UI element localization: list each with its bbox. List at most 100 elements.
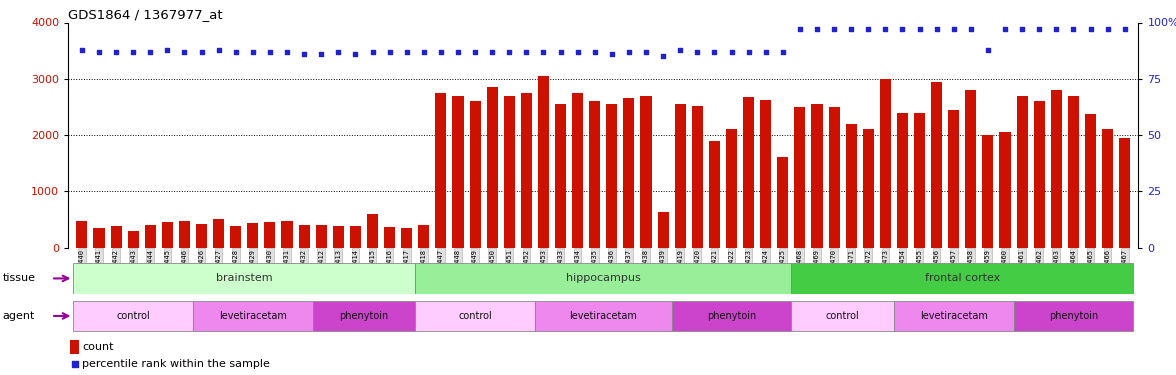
Point — [704, 49, 723, 55]
Bar — [1050, 90, 1062, 248]
Text: phenytoin: phenytoin — [707, 311, 756, 321]
Bar — [213, 219, 225, 248]
Point — [636, 49, 655, 55]
Point — [329, 49, 348, 55]
Point — [808, 26, 827, 32]
Bar — [535, 301, 671, 331]
Bar — [93, 228, 105, 248]
Text: phenytoin: phenytoin — [1049, 311, 1098, 321]
Bar — [589, 101, 600, 248]
Bar — [982, 135, 994, 248]
Text: tissue: tissue — [2, 273, 35, 284]
Point — [397, 49, 416, 55]
Bar — [1085, 114, 1096, 248]
Point — [944, 26, 963, 32]
Point — [962, 26, 981, 32]
Bar — [1014, 301, 1134, 331]
Bar — [1000, 132, 1010, 248]
Bar — [1016, 96, 1028, 248]
Point — [722, 49, 741, 55]
Bar — [385, 226, 395, 248]
Point — [910, 26, 929, 32]
Bar — [299, 225, 309, 248]
Bar — [315, 225, 327, 248]
Bar — [657, 211, 669, 248]
Bar — [367, 214, 377, 248]
Point — [688, 49, 707, 55]
Bar — [675, 104, 686, 248]
Point — [1098, 26, 1117, 32]
Point — [740, 49, 759, 55]
Point — [824, 26, 843, 32]
Text: control: control — [459, 311, 492, 321]
Bar — [521, 93, 532, 248]
Point — [1047, 26, 1065, 32]
Text: phenytoin: phenytoin — [340, 311, 388, 321]
Bar — [265, 222, 275, 248]
Bar — [247, 224, 259, 248]
Bar — [111, 226, 121, 248]
Text: agent: agent — [2, 311, 35, 321]
Bar — [1120, 138, 1130, 248]
Point — [500, 49, 519, 55]
Bar — [179, 220, 191, 248]
Bar — [607, 104, 617, 248]
Point — [346, 51, 365, 57]
Point — [175, 49, 194, 55]
Text: levetiracetam: levetiracetam — [569, 311, 637, 321]
Point — [876, 26, 895, 32]
Bar — [128, 231, 139, 248]
Point — [978, 46, 997, 53]
Point — [192, 49, 211, 55]
Bar — [948, 110, 960, 248]
Bar — [709, 141, 720, 248]
Point — [670, 46, 689, 53]
Text: count: count — [82, 342, 114, 352]
Text: percentile rank within the sample: percentile rank within the sample — [82, 359, 270, 369]
Point — [620, 49, 639, 55]
Point — [654, 53, 673, 59]
Point — [774, 49, 793, 55]
Bar — [555, 104, 566, 248]
Text: hippocampus: hippocampus — [566, 273, 641, 284]
Bar — [415, 301, 535, 331]
Bar — [193, 301, 313, 331]
Bar — [777, 157, 788, 248]
Point — [858, 26, 877, 32]
Bar — [415, 263, 791, 294]
Bar — [419, 225, 429, 248]
Point — [158, 46, 176, 53]
Point — [278, 49, 296, 55]
Point — [517, 49, 536, 55]
Bar — [333, 226, 343, 248]
Point — [586, 49, 604, 55]
Bar — [1034, 101, 1044, 248]
Point — [534, 49, 553, 55]
Point — [1064, 26, 1083, 32]
Point — [295, 51, 314, 57]
Point — [552, 49, 570, 55]
Point — [1081, 26, 1100, 32]
Point — [483, 49, 502, 55]
Point — [790, 26, 809, 32]
Text: GDS1864 / 1367977_at: GDS1864 / 1367977_at — [68, 8, 222, 21]
Bar — [469, 101, 481, 248]
Bar — [965, 90, 976, 248]
Bar — [726, 129, 737, 248]
Bar — [671, 301, 791, 331]
Point — [927, 26, 946, 32]
Text: control: control — [116, 311, 151, 321]
Bar — [791, 301, 894, 331]
Bar — [537, 76, 549, 248]
Bar — [1068, 96, 1078, 248]
Bar — [791, 263, 1134, 294]
Bar — [503, 96, 515, 248]
Bar — [349, 226, 361, 248]
Point — [466, 49, 485, 55]
Text: levetiracetam: levetiracetam — [219, 311, 287, 321]
Point — [1013, 26, 1031, 32]
Bar — [313, 301, 415, 331]
Bar — [880, 79, 891, 248]
Bar — [914, 112, 926, 248]
Bar — [69, 340, 79, 354]
